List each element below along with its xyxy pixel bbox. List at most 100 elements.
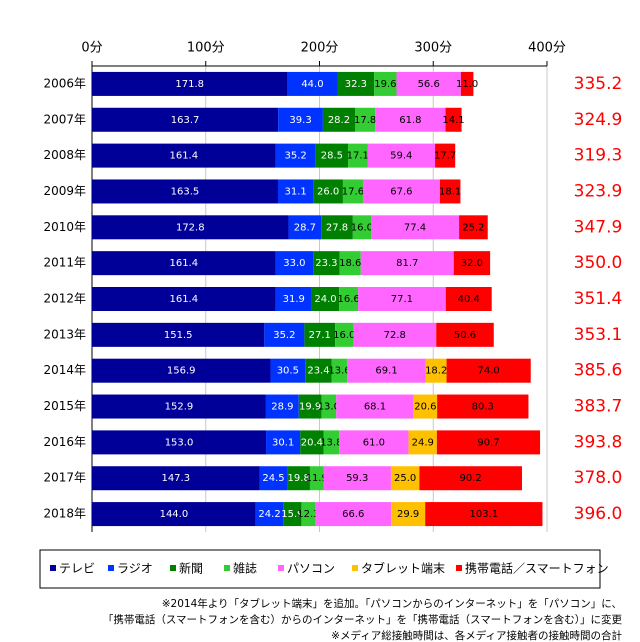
bar-segment	[283, 502, 302, 527]
y-tick-label: 2011年	[43, 256, 86, 270]
y-tick-label: 2016年	[43, 435, 86, 449]
bar-segment	[391, 502, 426, 527]
value-label: 61.0	[363, 437, 385, 448]
value-label: 103.1	[469, 509, 498, 520]
total-label: 347.9	[574, 217, 623, 237]
bar-segment	[353, 322, 437, 347]
bar-segment	[371, 215, 460, 240]
value-label: 15.9	[281, 509, 303, 520]
value-label: 18.2	[425, 366, 447, 377]
bar-segment	[460, 71, 474, 96]
bar-segment	[92, 358, 271, 383]
bar-segment	[92, 430, 267, 455]
value-label: 29.9	[397, 509, 419, 520]
value-label: 24.0	[314, 294, 336, 305]
value-label: 171.8	[175, 79, 204, 90]
bar-segment	[336, 394, 414, 419]
value-label: 31.9	[283, 294, 305, 305]
value-label: 61.8	[399, 115, 421, 126]
value-label: 17.8	[354, 115, 376, 126]
bar-segment	[419, 466, 522, 491]
value-label: 77.1	[391, 294, 413, 305]
value-label: 59.4	[390, 151, 412, 162]
bar-segment	[92, 287, 276, 311]
legend-swatch	[50, 565, 56, 571]
bar-segment	[321, 394, 337, 419]
bar-segment	[354, 107, 376, 132]
bar-segment	[287, 71, 338, 96]
value-label: 153.0	[165, 437, 194, 448]
legend-label: 新聞	[179, 561, 203, 576]
bar-segment	[408, 430, 437, 455]
bar-segment	[331, 358, 348, 383]
value-label: 31.1	[285, 186, 307, 197]
bar-segment	[437, 394, 529, 419]
bar-segment	[305, 358, 332, 383]
footnote: ※メディア総接触時間は、各メディア接触者の接触時間の合計	[331, 629, 622, 642]
value-label: 69.1	[375, 366, 397, 377]
bar-segment	[255, 502, 284, 527]
legend-swatch	[278, 565, 284, 571]
value-label: 32.0	[461, 258, 483, 269]
legend-swatch	[352, 565, 358, 571]
value-label: 14.1	[442, 115, 464, 126]
value-label: 26.0	[317, 186, 339, 197]
value-label: 28.2	[328, 115, 350, 126]
y-tick-label: 2012年	[43, 292, 86, 306]
value-label: 25.2	[462, 222, 484, 233]
value-label: 20.6	[414, 402, 436, 413]
value-label: 68.1	[364, 402, 386, 413]
legend-label: タブレット端末	[361, 561, 445, 576]
bar-segment	[321, 215, 353, 240]
bar-segment	[92, 143, 276, 168]
bar-segment	[367, 143, 436, 168]
y-tick-label: 2015年	[43, 399, 86, 413]
bar-segment	[278, 107, 323, 132]
footnote: ※2014年より「タブレット端末」を追加。「パソコンからのインターネット」を「パ…	[162, 597, 622, 610]
value-label: 161.4	[169, 258, 198, 269]
bar-segment	[374, 71, 397, 96]
y-tick-label: 2008年	[43, 148, 86, 162]
total-label: 319.3	[574, 146, 623, 166]
value-label: 18.6	[339, 258, 361, 269]
value-label: 11.0	[456, 79, 478, 90]
value-label: 152.9	[165, 402, 194, 413]
x-tick-label: 100分	[187, 41, 225, 56]
value-label: 13.8	[320, 437, 342, 448]
bar-segment	[287, 466, 310, 491]
bar-segment	[459, 215, 488, 240]
bar-segment	[446, 358, 531, 383]
value-label: 32.3	[345, 79, 367, 90]
bar-segment	[337, 71, 375, 96]
value-label: 39.3	[289, 115, 311, 126]
bar-segment	[425, 358, 447, 383]
bar-segment	[311, 287, 340, 311]
value-label: 163.7	[171, 115, 200, 126]
total-label: 351.4	[574, 289, 623, 309]
legend-label: パソコン	[287, 562, 335, 576]
bar-segment	[375, 107, 446, 132]
y-tick-label: 2009年	[43, 184, 86, 198]
value-label: 30.5	[277, 366, 299, 377]
value-label: 20.4	[301, 437, 323, 448]
value-label: 24.2	[258, 509, 280, 520]
value-label: 19.9	[299, 402, 321, 413]
value-label: 17.6	[342, 186, 364, 197]
y-tick-label: 2017年	[43, 471, 86, 485]
bar-segment	[335, 322, 354, 347]
legend-label: 携帯電話／スマートフォン	[465, 561, 609, 576]
value-label: 19.8	[288, 473, 310, 484]
value-label: 90.7	[477, 437, 499, 448]
value-label: 161.4	[169, 151, 198, 162]
bar-segment	[315, 502, 392, 527]
bar-segment	[339, 251, 361, 276]
value-label: 30.1	[272, 437, 294, 448]
bar-segment	[259, 466, 288, 491]
legend-label: 雑誌	[233, 561, 257, 576]
legend-label: ラジオ	[117, 562, 153, 576]
total-label: 353.1	[574, 325, 623, 345]
bar-segment	[360, 251, 454, 276]
value-label: 90.2	[460, 473, 482, 484]
value-label: 16.0	[333, 330, 355, 341]
